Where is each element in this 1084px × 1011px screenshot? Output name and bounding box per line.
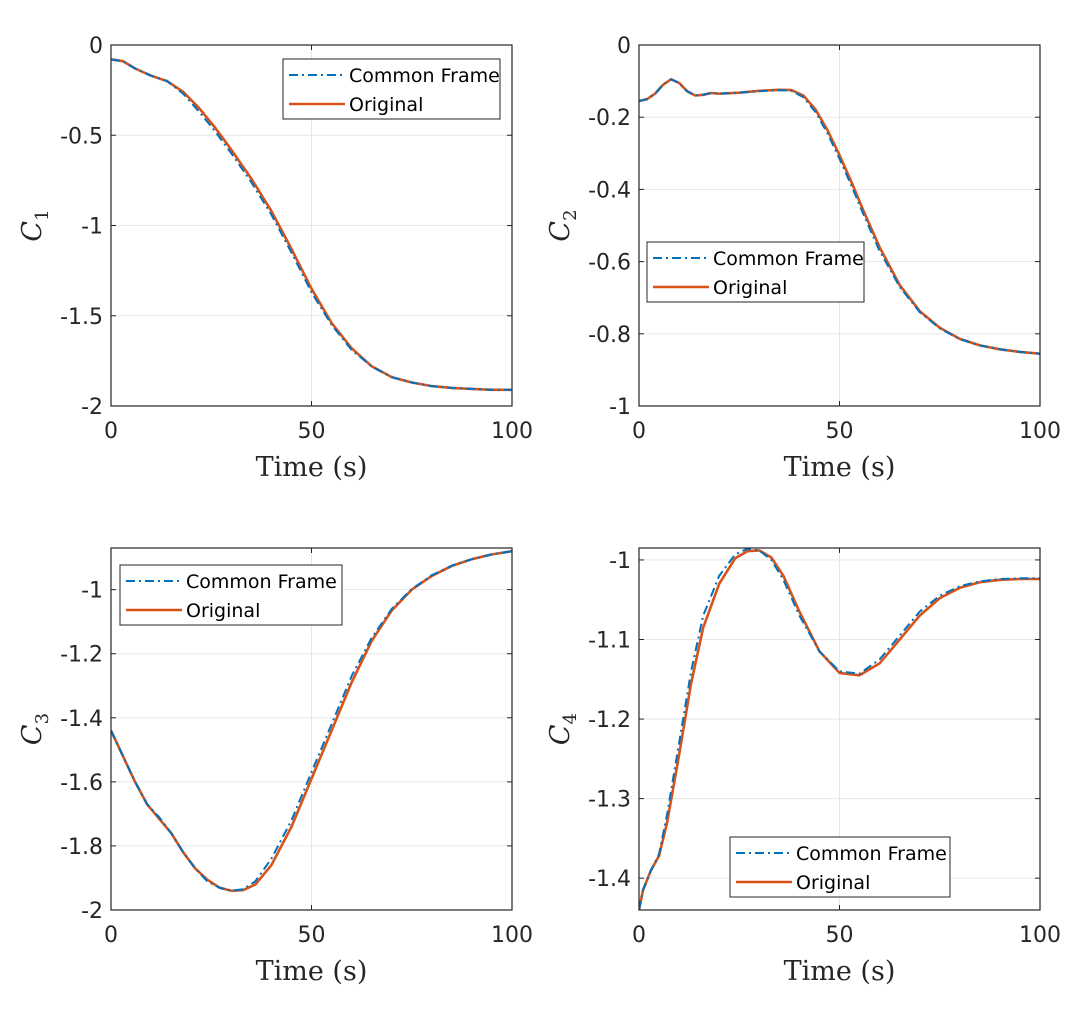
series-common-frame-line <box>639 547 1040 911</box>
y-tick-label: -1.4 <box>60 707 103 732</box>
series-group <box>111 549 512 893</box>
x-tick-label: 0 <box>632 923 646 948</box>
legend-label-original: Original <box>186 600 260 622</box>
chart-panel-3: 0 50 100 -1 -1.2 -1.4 -1.6 -1.8 -2 Time (s) C3 Comm… <box>17 547 533 987</box>
y-tick-label: 0 <box>617 34 631 59</box>
legend-box <box>646 241 865 303</box>
y-tick-label: -1.3 <box>588 788 631 813</box>
legend-label-original: Original <box>796 872 870 894</box>
x-tick-label: 100 <box>1019 923 1061 948</box>
series-original-line <box>111 58 512 392</box>
series-original-line <box>111 549 512 893</box>
y-tick-label: -0.4 <box>588 178 631 203</box>
y-axis-label: C1 <box>17 209 53 241</box>
legend-label-original: Original <box>349 94 423 116</box>
legend-box <box>282 58 501 120</box>
y-tick-label: -2 <box>81 395 103 420</box>
series-original-line <box>639 549 1040 911</box>
y-tick-label: -1 <box>81 579 103 604</box>
legend-box <box>729 836 951 898</box>
legend: Common Frame Original <box>729 836 951 898</box>
legend: Common Frame Original <box>119 564 343 626</box>
chart-panel-2: 0 50 100 0 -0.2 -0.4 -0.6 -0.8 -1 Time (s) C2 Commo… <box>545 34 1061 483</box>
chart-panel-4: 0 50 100 -1 -1.1 -1.2 -1.3 -1.4 Time (s) C4 Common… <box>545 547 1061 987</box>
series-common-frame-line <box>111 550 512 892</box>
y-tick-label: -1.2 <box>60 643 103 668</box>
x-axis-label: Time (s) <box>256 452 368 483</box>
y-tick-label: 0 <box>89 34 103 59</box>
y-tick-label: -1 <box>609 549 631 574</box>
series-group <box>639 78 1040 355</box>
y-tick-label: -1.2 <box>588 708 631 733</box>
y-axis-label: C4 <box>545 713 581 745</box>
legend: Common Frame Original <box>646 241 865 303</box>
x-axis-label: Time (s) <box>784 956 896 987</box>
y-tick-label: -1.8 <box>60 835 103 860</box>
x-tick-label: 0 <box>632 419 646 444</box>
x-axis-label: Time (s) <box>784 452 896 483</box>
x-axis-label: Time (s) <box>256 956 368 987</box>
y-axis-label: C3 <box>17 713 53 745</box>
chart-panel-1: 0 50 100 0 -0.5 -1 -1.5 -2 Time (s) C1 Common Fram… <box>17 34 533 483</box>
y-tick-label: -1.4 <box>588 867 631 892</box>
x-tick-label: 50 <box>826 419 854 444</box>
legend-label-common-frame: Common Frame <box>796 843 947 865</box>
y-axis-label: C2 <box>545 209 581 241</box>
legend-label-common-frame: Common Frame <box>713 248 864 270</box>
y-axis-label-subscript: 4 <box>560 713 581 724</box>
series-common-frame-line <box>639 78 1040 355</box>
y-axis-label-subscript: 1 <box>32 209 53 220</box>
legend-label-original: Original <box>713 277 787 299</box>
y-tick-label: -0.5 <box>60 124 103 149</box>
y-axis-label-subscript: 2 <box>560 209 581 220</box>
x-tick-label: 100 <box>491 923 533 948</box>
y-tick-label: -0.2 <box>588 106 631 131</box>
series-group <box>111 58 512 392</box>
y-tick-label: -0.8 <box>588 323 631 348</box>
y-tick-label: -1 <box>81 215 103 240</box>
y-tick-label: -0.6 <box>588 251 631 276</box>
x-tick-label: 50 <box>826 923 854 948</box>
legend-box <box>119 564 343 626</box>
legend-label-common-frame: Common Frame <box>349 65 500 87</box>
y-tick-label: -2 <box>81 899 103 924</box>
y-axis-label-subscript: 3 <box>32 713 53 724</box>
y-tick-label: -1.5 <box>60 305 103 330</box>
x-tick-label: 100 <box>491 419 533 444</box>
x-tick-label: 50 <box>298 419 326 444</box>
y-tick-label: -1.6 <box>60 771 103 796</box>
x-tick-label: 0 <box>104 923 118 948</box>
y-tick-label: -1.1 <box>588 628 631 653</box>
x-tick-label: 50 <box>298 923 326 948</box>
y-tick-label: -1 <box>609 395 631 420</box>
x-tick-label: 100 <box>1019 419 1061 444</box>
series-common-frame-line <box>111 58 512 391</box>
legend-label-common-frame: Common Frame <box>186 571 337 593</box>
x-tick-label: 0 <box>104 419 118 444</box>
series-group <box>639 547 1040 911</box>
legend: Common Frame Original <box>282 58 501 120</box>
